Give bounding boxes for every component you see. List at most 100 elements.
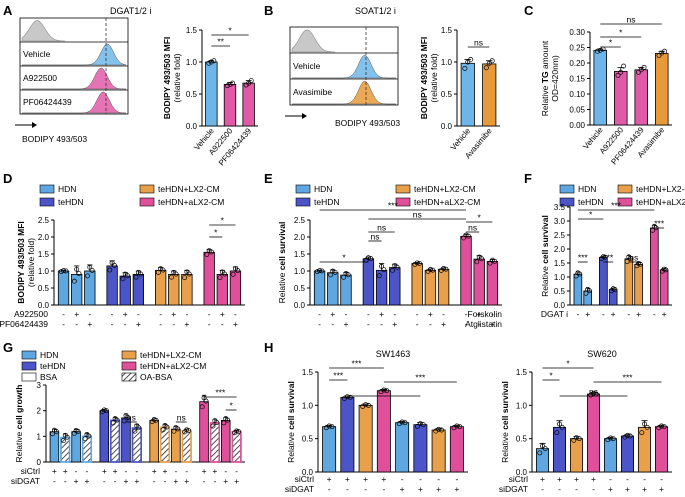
panel-d-bar-0-1-point bbox=[71, 278, 77, 284]
panel-f-bar-1-1-point bbox=[612, 287, 618, 292]
panel-h-sw1463-row-1-sign: - bbox=[328, 484, 331, 494]
panel-a-hist-row-label: A922500 bbox=[23, 73, 57, 83]
panel-e-bar-3-2-point bbox=[492, 258, 498, 264]
panel-e-bar-2-2 bbox=[437, 268, 450, 306]
panel-h-sw620-row-0-sign: + bbox=[557, 474, 562, 484]
panel-d: D HDN teHDN+LX2-CM teHDN teHDN+aLX2-CM 0.0 0.… bbox=[0, 171, 245, 329]
panel-e-row-0-sign: + bbox=[379, 309, 384, 319]
panel-h-sw1463-row-label-0: siCtrl bbox=[295, 474, 314, 484]
panel-d-bar-1-2-point bbox=[138, 271, 144, 277]
panel-d-y-label-2: (relative fold) bbox=[26, 238, 36, 287]
panel-d-bar-0-2-point bbox=[85, 273, 90, 279]
panel-d-bar-2-0-point bbox=[160, 267, 166, 273]
panel-f-row-0-sign: + bbox=[611, 309, 616, 319]
panel-b-bar-0-point bbox=[465, 59, 471, 65]
panel-e-bar-2-2-point bbox=[443, 266, 449, 272]
panel-e-significance-3-label: ns bbox=[468, 223, 477, 233]
panel-f-row-0-sign: + bbox=[662, 309, 667, 319]
panel-e-row-1-sign: + bbox=[441, 319, 446, 329]
panel-a-hist-histogram-0 bbox=[22, 43, 127, 66]
panel-a-bar-0 bbox=[205, 61, 218, 127]
panel-d-bar-0-0-point bbox=[63, 268, 69, 274]
panel-a-bar-0-point bbox=[208, 59, 214, 65]
panel-e-bar-2-0 bbox=[411, 263, 423, 306]
panel-h-sw1463-row-1-sign: - bbox=[382, 484, 385, 494]
panel-d-legend-swatch-3 bbox=[139, 197, 155, 207]
panel-a-bar-0-point bbox=[211, 58, 217, 64]
panel-g-legend-label-3: teHDN+aLX2-CM bbox=[140, 361, 206, 371]
panel-g-bar-3-1-point bbox=[210, 423, 216, 429]
panel-g-bar-2-1-point bbox=[160, 427, 166, 433]
panel-e-bar-1-1-point bbox=[381, 267, 387, 273]
panel-c-letter: C bbox=[524, 3, 534, 18]
panel-g-bar-3-3-point bbox=[236, 429, 241, 435]
panel-f-bar-chart: HDN teHDN+LX2-CM teHDN teHDN+aLX2-CM 0.0 0.5 1… bbox=[540, 184, 685, 319]
panel-d-bar-0-1-point bbox=[74, 266, 80, 272]
panel-d-row-0-sign: + bbox=[220, 309, 225, 319]
panel-g-bar-1-2-point bbox=[125, 415, 131, 420]
panel-d-row-0-sign: - bbox=[137, 309, 140, 319]
panel-h-sw620-significance-3-label: ns bbox=[589, 387, 598, 397]
panel-f-row-label-0: DGAT i bbox=[541, 309, 568, 319]
panel-g-bar-3-2-point bbox=[225, 417, 231, 423]
panel-g-legend-label-1: teHDN+LX2-CM bbox=[140, 350, 202, 360]
panel-e-row-0-sign: + bbox=[477, 309, 482, 319]
panel-h-sw620-bar-5 bbox=[620, 435, 635, 473]
panel-b-hist-histogram-1 bbox=[292, 80, 396, 105]
panel-h-sw620-bar-0-point bbox=[537, 450, 543, 456]
panel-f-y-tick-label: 2.0 bbox=[554, 245, 566, 254]
panel-c-bar-2-point bbox=[641, 64, 647, 70]
panel-f-bar-2-1 bbox=[634, 263, 643, 306]
panel-e-legend-label-0: HDN bbox=[314, 184, 332, 194]
panel-f-row-0-sign: - bbox=[576, 309, 579, 319]
panel-f-significance-1-label: * bbox=[589, 210, 593, 220]
panel-e-bar-3-2 bbox=[486, 261, 499, 306]
panel-g-bar-3-0 bbox=[199, 401, 209, 463]
panel-a-histogram-xlabel: BODIPY 493/503 bbox=[22, 134, 87, 144]
panel-f-legend-label-0: HDN bbox=[578, 184, 596, 194]
panel-g-row-label-0: siCtrl bbox=[21, 466, 40, 476]
panel-d-legend-label-1: teHDN+LX2-CM bbox=[158, 184, 220, 194]
panel-f-legend-label-2: teHDN bbox=[578, 197, 604, 207]
panel-d-y-tick-label: 2.5 bbox=[38, 216, 50, 225]
panel-c-y-tick-label: 0.15 bbox=[569, 75, 585, 84]
panel-d-row-0-sign: - bbox=[88, 309, 91, 319]
panel-d-legend-swatch-1 bbox=[139, 184, 155, 194]
panel-g-bar-0-1-point bbox=[64, 434, 70, 440]
panel-e-legend-swatch-3 bbox=[395, 197, 411, 207]
panel-e-y-tick-label: 1.5 bbox=[294, 250, 306, 259]
panel-h-sw1463-row-0-sign: - bbox=[437, 474, 440, 484]
panel-h-sw1463-bar-7-point bbox=[457, 424, 463, 430]
panel-b-y-tick-label: 0.5 bbox=[441, 90, 453, 99]
panel-e-row-1-sign: + bbox=[490, 319, 495, 329]
panel-a-y-tick-label: 1.0 bbox=[186, 58, 198, 67]
panel-f-y-tick-label: 2.5 bbox=[554, 231, 566, 240]
panel-a-bar-1-point bbox=[225, 83, 230, 89]
panel-g-bar-0-0 bbox=[49, 431, 60, 463]
panel-b-histogram-title: SOAT1/2 i bbox=[355, 6, 396, 16]
panel-d-row-1-sign: - bbox=[111, 319, 114, 329]
panel-h-sw620-bar-7-point bbox=[661, 424, 667, 430]
panel-h-sw1463-row-0-sign: + bbox=[345, 474, 350, 484]
panel-f-y-tick-label: 1.0 bbox=[554, 273, 566, 282]
panel-h-sw1463-bar-0-point bbox=[329, 424, 335, 430]
panel-c-bar-1 bbox=[613, 70, 628, 126]
panel-h-sw620-bar-6-point bbox=[644, 424, 650, 430]
panel-h-sw1463-bar-6-point bbox=[439, 427, 444, 433]
panel-a-significance-0-label: ** bbox=[217, 37, 224, 47]
panel-g-bar-2-0 bbox=[149, 420, 159, 463]
panel-b-hist-gray-histogram bbox=[291, 29, 336, 53]
panel-h-sw1463-bar-5-point bbox=[420, 422, 426, 428]
panel-d-row-1-sign: + bbox=[136, 319, 141, 329]
panel-d-bar-2-1-point bbox=[169, 274, 174, 280]
panel-e-bar-1-2 bbox=[389, 267, 401, 306]
panel-c-bar-1-point bbox=[618, 69, 624, 75]
panel-f-row-0-sign: + bbox=[585, 309, 590, 319]
panel-f-y-tick-label: 3.0 bbox=[554, 217, 566, 226]
panel-b-histogram-xlabel: BODIPY 493/503 bbox=[335, 118, 400, 128]
panel-d-row-0-sign: - bbox=[234, 309, 237, 319]
panel-g-bar-3-0-point bbox=[199, 404, 205, 410]
panel-d-row-1-sign: - bbox=[124, 319, 127, 329]
